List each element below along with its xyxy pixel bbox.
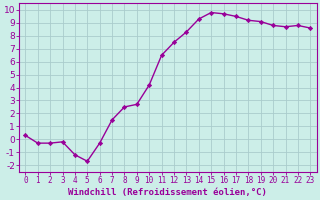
X-axis label: Windchill (Refroidissement éolien,°C): Windchill (Refroidissement éolien,°C) xyxy=(68,188,267,197)
